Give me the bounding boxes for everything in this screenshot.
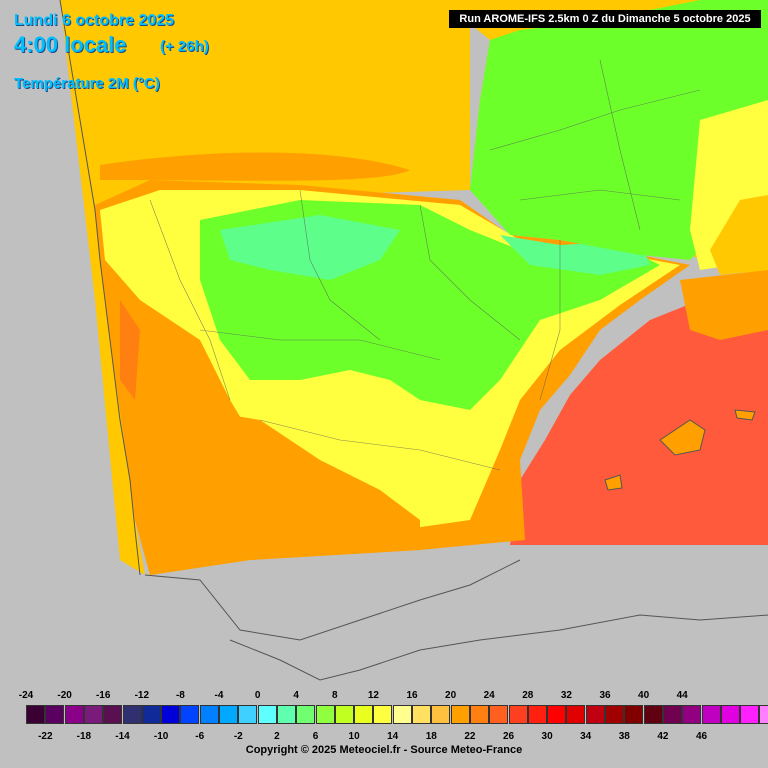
legend-swatch [740,705,760,724]
legend-top-label: 24 [483,690,495,701]
model-run-banner: Run AROME-IFS 2.5km 0 Z du Dimanche 5 oc… [449,10,761,28]
legend-top-label: -4 [214,690,224,701]
legend-bottom-label: -18 [76,731,92,742]
legend-swatch [354,705,374,724]
legend-swatch [624,705,644,724]
legend-top-label: -20 [57,690,72,701]
legend-swatch [315,705,335,724]
legend-swatch [238,705,258,724]
france-warm [710,195,768,275]
legend-top-label: 36 [599,690,611,701]
hot-southwest [120,300,140,400]
south-spain-coast [144,559,521,641]
menorca-island [734,409,756,421]
legend-top-label: -8 [175,690,185,701]
legend-top-label: 32 [560,690,572,701]
mediterranean-sea-area [510,280,768,545]
legend-top-label: 40 [638,690,650,701]
legend-swatch [431,705,451,724]
legend-swatch [585,705,605,724]
legend-swatch [682,705,702,724]
lead-time: (+ 26h) [160,38,209,55]
portugal-coastline [59,0,141,576]
warm-coastal-band [100,152,410,181]
legend-top-label: -12 [134,690,150,701]
legend-bottom-label: 10 [348,731,360,742]
atlantic-sea-area-west [60,0,470,575]
legend-bottom-label: -2 [233,731,243,742]
legend-bottom-label: -14 [115,731,130,742]
region-borders [149,189,561,471]
legend-swatch [26,705,45,724]
legend-swatch [450,705,470,724]
legend-swatch [489,705,509,724]
warm-southwest [130,390,420,575]
legend-swatch [412,705,431,724]
legend-swatch [605,705,624,724]
legend-swatch [547,705,567,724]
legend-top-label: 16 [406,690,418,701]
legend-swatch [508,705,528,724]
legend-top-label: 8 [332,690,338,701]
legend-swatch [199,705,219,724]
legend-swatch [141,705,161,724]
legend-swatch [122,705,142,724]
legend-bottom-label: -6 [195,731,205,742]
legend-bottom-label: 22 [464,731,476,742]
legend-swatch [392,705,412,724]
legend-swatch [219,705,238,724]
legend-swatch [566,705,586,724]
legend-swatch [469,705,489,724]
legend-bottom-label: 34 [580,731,592,742]
cold-patch [220,215,400,280]
legend-swatch [257,705,277,724]
legend-swatch [373,705,393,724]
color-legend: -24 -20 -16 -12 -8 -4 0 4 8 12 16 20 24 28 32 36 40 44 -2… [0,685,768,768]
legend-top-label: 4 [293,690,299,701]
legend-top-label: 28 [522,690,534,701]
legend-swatch [720,705,740,724]
legend-top-label: 0 [254,690,261,701]
legend-swatch [103,705,123,724]
legend-swatch [161,705,181,724]
legend-swatch [296,705,316,724]
mediterranean-orange-band [680,270,768,340]
legend-swatch [180,705,200,724]
africa-coast [229,614,768,681]
forecast-date: Lundi 6 octobre 2025 [14,12,175,29]
copyright-text: Copyright © 2025 Meteociel.fr - Source M… [245,744,523,756]
legend-bottom-label: 42 [657,731,669,742]
legend-swatch [759,705,768,724]
legend-top-label: 20 [445,690,457,701]
legend-bottom-label: 2 [274,731,280,742]
mallorca-island [659,419,706,456]
legend-top-label: 44 [676,690,688,701]
parameter-label: Température 2M (°C) [14,75,160,92]
legend-swatch [83,705,103,724]
legend-top-label: 12 [367,690,379,701]
legend-bottom-label: 38 [618,731,630,742]
legend-swatch [701,705,721,724]
legend-swatch [64,705,84,724]
legend-bottom-label: 14 [387,731,399,742]
legend-swatch [643,705,663,724]
ibiza-island [604,474,623,491]
legend-bottom-label: -10 [153,731,169,742]
legend-swatch [662,705,682,724]
legend-bottom-label: 46 [695,731,708,742]
legend-top-label: -24 [18,690,34,701]
legend-bottom-label: 18 [425,731,437,742]
legend-bottom-label: 26 [502,731,515,742]
legend-swatch [276,705,296,724]
france-borders [489,59,701,231]
legend-swatch [527,705,547,724]
legend-top-label: -16 [95,690,111,701]
legend-swatch [334,705,354,724]
forecast-time: 4:00 locale [14,32,127,57]
legend-bottom-label: 30 [541,731,553,742]
legend-bottom-label: 6 [312,731,319,742]
legend-bottom-label: -22 [38,731,53,742]
legend-swatch [45,705,65,724]
